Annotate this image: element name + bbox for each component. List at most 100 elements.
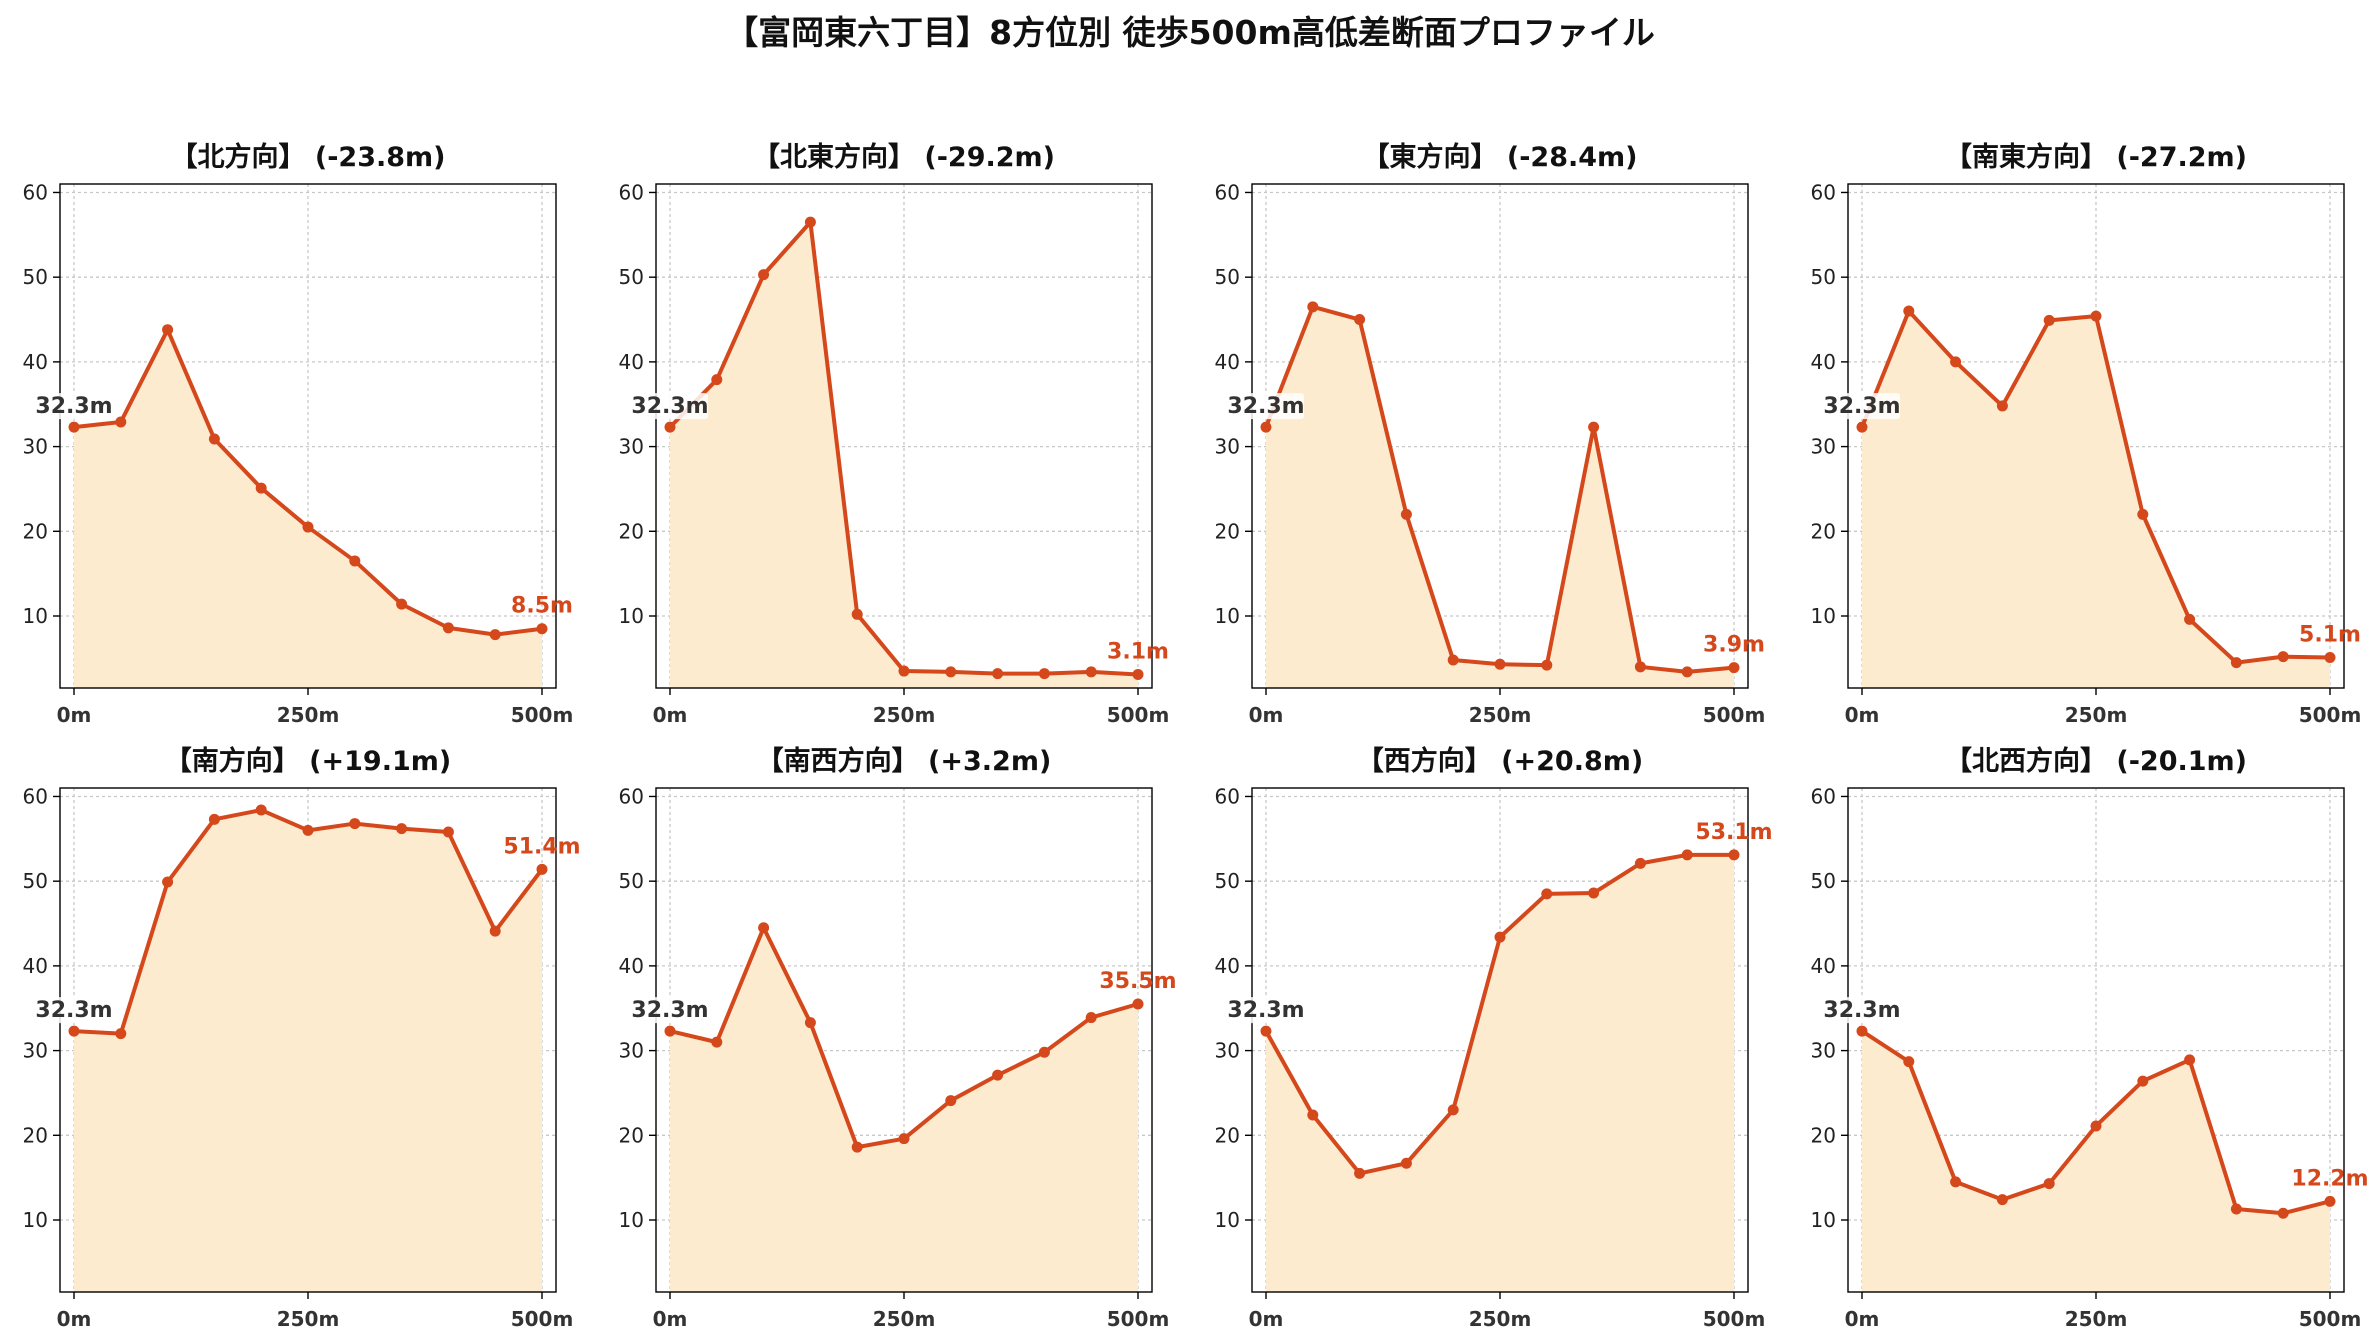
data-point: [945, 666, 957, 678]
data-point: [1307, 301, 1319, 313]
data-point: [489, 925, 501, 937]
y-tick-label: 10: [1811, 1208, 1836, 1232]
data-point: [711, 374, 723, 386]
data-point: [1132, 668, 1144, 680]
panel-title: 【北東方向】 (-29.2m): [753, 141, 1055, 173]
x-tick-label: 250m: [277, 1307, 340, 1331]
data-point: [898, 1133, 910, 1145]
y-tick-label: 50: [1811, 265, 1836, 289]
y-tick-label: 20: [23, 1123, 48, 1147]
y-tick-label: 40: [619, 350, 644, 374]
y-tick-label: 20: [619, 519, 644, 543]
panel-7: 【西方向】 (+20.8m) 10 20 30 40 50 60 0m 250m 500m 32.3…: [1215, 745, 1773, 1331]
data-point: [1132, 998, 1144, 1010]
data-point: [1354, 1167, 1366, 1179]
data-point: [945, 1095, 957, 1107]
x-tick-label: 250m: [873, 703, 936, 727]
elevation-area: [74, 329, 542, 688]
end-elevation-label: 51.4m: [503, 834, 580, 859]
y-tick-label: 50: [1215, 265, 1240, 289]
x-tick-label: 500m: [1703, 1307, 1766, 1331]
start-elevation-label: 32.3m: [631, 998, 708, 1023]
y-tick-label: 10: [1215, 604, 1240, 628]
elevation-area: [1266, 306, 1734, 688]
data-point: [536, 623, 548, 635]
data-point: [255, 804, 267, 816]
end-elevation-label: 3.1m: [1107, 639, 1169, 664]
y-tick-label: 10: [619, 1208, 644, 1232]
x-tick-label: 250m: [1469, 703, 1532, 727]
data-point: [162, 324, 174, 336]
data-point: [208, 433, 220, 445]
data-point: [162, 876, 174, 888]
data-point: [302, 824, 314, 836]
data-point: [1681, 849, 1693, 861]
x-tick-label: 0m: [653, 703, 688, 727]
y-tick-label: 50: [619, 265, 644, 289]
x-tick-label: 0m: [653, 1307, 688, 1331]
y-tick-label: 50: [619, 869, 644, 893]
data-point: [1856, 1025, 1868, 1037]
start-elevation-label: 32.3m: [35, 394, 112, 419]
data-point: [1950, 1176, 1962, 1188]
y-tick-label: 20: [1811, 519, 1836, 543]
data-point: [1447, 1104, 1459, 1116]
end-elevation-label: 12.2m: [2291, 1166, 2368, 1191]
data-point: [302, 521, 314, 533]
y-tick-label: 60: [1215, 784, 1240, 808]
panel-title: 【南東方向】 (-27.2m): [1945, 141, 2247, 173]
y-tick-label: 60: [619, 180, 644, 204]
y-tick-label: 40: [23, 954, 48, 978]
data-point: [442, 826, 454, 838]
data-point: [664, 1025, 676, 1037]
y-tick-label: 40: [1215, 954, 1240, 978]
y-tick-label: 30: [23, 435, 48, 459]
elevation-area: [1862, 1031, 2330, 1292]
data-point: [1634, 857, 1646, 869]
panel-8: 【北西方向】 (-20.1m) 10 20 30 40 50 60 0m 250m 500m 32.…: [1811, 745, 2369, 1331]
y-tick-label: 10: [619, 604, 644, 628]
data-point: [1996, 1194, 2008, 1206]
elevation-area: [74, 810, 542, 1292]
y-tick-label: 50: [23, 265, 48, 289]
panel-6: 【南西方向】 (+3.2m) 10 20 30 40 50 60 0m 250m 500m 32.3…: [619, 745, 1177, 1331]
data-point: [396, 823, 408, 835]
end-elevation-label: 5.1m: [2299, 623, 2361, 648]
data-point: [804, 216, 816, 228]
figure-title: 【富岡東六丁目】8方位別 徒歩500m高低差断面プロファイル: [725, 13, 1655, 52]
y-tick-label: 30: [1811, 435, 1836, 459]
y-tick-label: 10: [1215, 1208, 1240, 1232]
data-point: [2324, 652, 2336, 664]
data-point: [115, 416, 127, 428]
y-tick-label: 50: [23, 869, 48, 893]
start-label-background: [632, 393, 708, 420]
x-tick-label: 250m: [873, 1307, 936, 1331]
data-point: [1856, 421, 1868, 433]
data-point: [536, 863, 548, 875]
data-point: [349, 555, 361, 567]
y-tick-label: 30: [1215, 1039, 1240, 1063]
data-point: [1903, 1056, 1915, 1068]
data-point: [1038, 668, 1050, 680]
start-label-background: [1228, 393, 1304, 420]
start-label-background: [1824, 393, 1900, 420]
x-tick-label: 0m: [1845, 703, 1880, 727]
data-point: [2043, 314, 2055, 326]
y-tick-label: 10: [23, 1208, 48, 1232]
data-point: [1260, 421, 1272, 433]
start-label-background: [1824, 997, 1900, 1024]
data-point: [115, 1028, 127, 1040]
data-point: [68, 421, 80, 433]
data-point: [992, 1069, 1004, 1081]
x-tick-label: 500m: [2299, 703, 2362, 727]
y-tick-label: 60: [1811, 784, 1836, 808]
x-tick-label: 250m: [1469, 1307, 1532, 1331]
data-point: [1447, 654, 1459, 666]
y-tick-label: 40: [619, 954, 644, 978]
y-tick-label: 40: [1811, 350, 1836, 374]
data-point: [758, 922, 770, 934]
start-elevation-label: 32.3m: [1227, 394, 1304, 419]
data-point: [442, 622, 454, 634]
y-tick-label: 20: [1215, 519, 1240, 543]
